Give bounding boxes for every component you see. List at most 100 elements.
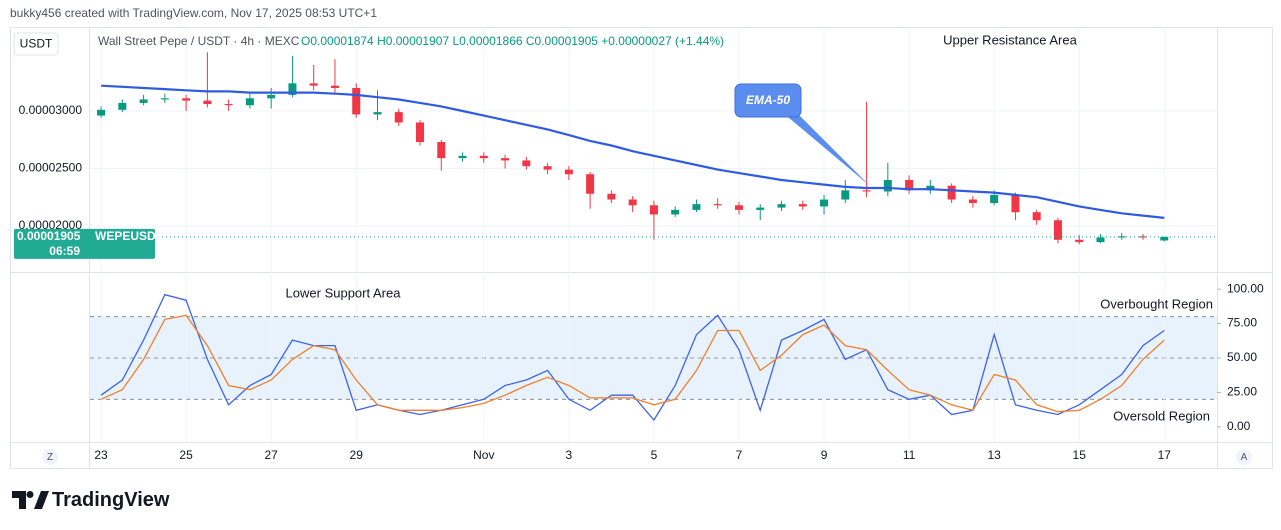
header: bukky456 created with TradingView.com, N…: [10, 6, 377, 20]
last-symbol: WEPEUSDT: [95, 229, 164, 243]
candle-body: [437, 142, 446, 159]
currency[interactable]: USDT: [20, 37, 53, 51]
x-tick-label: Nov: [473, 448, 494, 462]
candle-body: [628, 199, 637, 206]
candle-body: [586, 174, 595, 194]
candle-body: [607, 193, 616, 200]
candle-body: [458, 155, 467, 159]
footer: TradingView: [52, 489, 170, 511]
ohlc-line: O0.00001874 H0.00001907 L0.00001866 C0.0…: [301, 34, 724, 48]
logo-mark: [12, 491, 26, 509]
candle-body: [118, 102, 127, 110]
candle-body: [820, 199, 829, 207]
y-tick-label: 0.00002000: [19, 218, 83, 232]
x-tick-label: 11: [903, 448, 916, 462]
candle-body: [139, 99, 148, 103]
candle-body: [479, 155, 488, 159]
callout-pointer: [782, 112, 870, 186]
annotation: Overbought Region: [1100, 296, 1213, 311]
candle-body: [543, 166, 552, 170]
candle-body: [947, 185, 956, 200]
candle-body: [564, 169, 573, 175]
candle-body: [649, 205, 658, 215]
logo-mark: [26, 491, 34, 498]
candle-body: [309, 83, 318, 86]
candle-body: [671, 209, 680, 215]
x-tick-label: 17: [1158, 448, 1172, 462]
y-tick-label: 100.00: [1227, 281, 1264, 295]
corner-left[interactable]: Z: [47, 452, 53, 463]
candle-body: [352, 87, 361, 115]
candle-body: [756, 207, 765, 210]
candle-body: [841, 190, 850, 200]
candle-body: [734, 205, 743, 210]
callout-box: [734, 83, 802, 118]
candle-body: [267, 94, 276, 99]
x-tick-label: 3: [566, 448, 573, 462]
rsi-line: [100, 314, 1165, 413]
x-tick-label: 23: [94, 448, 108, 462]
x-tick-label: 5: [651, 448, 658, 462]
x-tick-label: 25: [179, 448, 193, 462]
annotation: Oversold Region: [1113, 408, 1210, 423]
candle-body: [373, 112, 382, 115]
y-tick-label: 0.00002500: [19, 161, 83, 175]
y-tick-label: 25.00: [1227, 385, 1257, 399]
rsi-line: [100, 293, 1165, 422]
candle-body: [1096, 237, 1105, 243]
candle-body: [501, 158, 510, 161]
y-tick-label: 50.00: [1227, 350, 1257, 364]
candle-body: [1053, 220, 1062, 240]
last-price-tag: [14, 228, 155, 259]
candle-body: [224, 104, 233, 106]
zoom-button[interactable]: [42, 449, 58, 465]
candle-body: [713, 204, 722, 206]
auto-button[interactable]: [1236, 449, 1252, 465]
symbol-line: Wall Street Pepe / USDT · 4h · MEXC: [98, 34, 300, 48]
annotation: Lower Support Area: [286, 285, 402, 300]
x-tick-label: 9: [821, 448, 828, 462]
candle-body: [968, 199, 977, 203]
last-price-label: 0.00001905: [17, 229, 81, 243]
candle-body: [1032, 212, 1041, 221]
x-tick-label: 27: [264, 448, 278, 462]
candle-body: [1117, 236, 1126, 238]
ema-line: [101, 84, 1165, 219]
ema-label: EMA-50: [746, 93, 790, 107]
candle-body: [394, 112, 403, 123]
y-tick-label: 0.00003000: [19, 103, 83, 117]
countdown: 06:59: [49, 244, 80, 258]
logo: TradingView: [12, 489, 170, 511]
candle-body: [245, 98, 254, 106]
candle-body: [692, 204, 701, 210]
candle-body: [1139, 236, 1148, 238]
candle-body: [97, 109, 106, 116]
candle-body: [182, 98, 191, 101]
candle-body: [1075, 239, 1084, 243]
candle-body: [798, 204, 807, 207]
candle-body: [777, 204, 786, 208]
labels: USDT Wall Street Pepe / USDT · 4h · MEXC…: [12, 32, 1264, 511]
candle-body: [288, 83, 297, 95]
candle-body: [160, 98, 169, 100]
y-tick-label: 75.00: [1227, 316, 1257, 330]
candle-body: [1011, 194, 1020, 213]
marks: [90, 52, 1217, 422]
frame: [10, 27, 1273, 469]
candle-body: [522, 160, 531, 167]
x-tick-label: 29: [350, 448, 364, 462]
logo-mark: [34, 491, 49, 509]
x-tick-label: 7: [736, 448, 743, 462]
annotation: Upper Resistance Area: [943, 32, 1077, 47]
candle-body: [990, 194, 999, 203]
candle-body: [926, 185, 935, 191]
candle-body: [416, 122, 425, 143]
candle-body: [905, 179, 914, 191]
candle-body: [1160, 236, 1169, 241]
corner-right[interactable]: A: [1241, 452, 1248, 463]
currency-button[interactable]: [13, 32, 59, 56]
candle-body: [203, 100, 212, 105]
candle-body: [883, 179, 892, 192]
